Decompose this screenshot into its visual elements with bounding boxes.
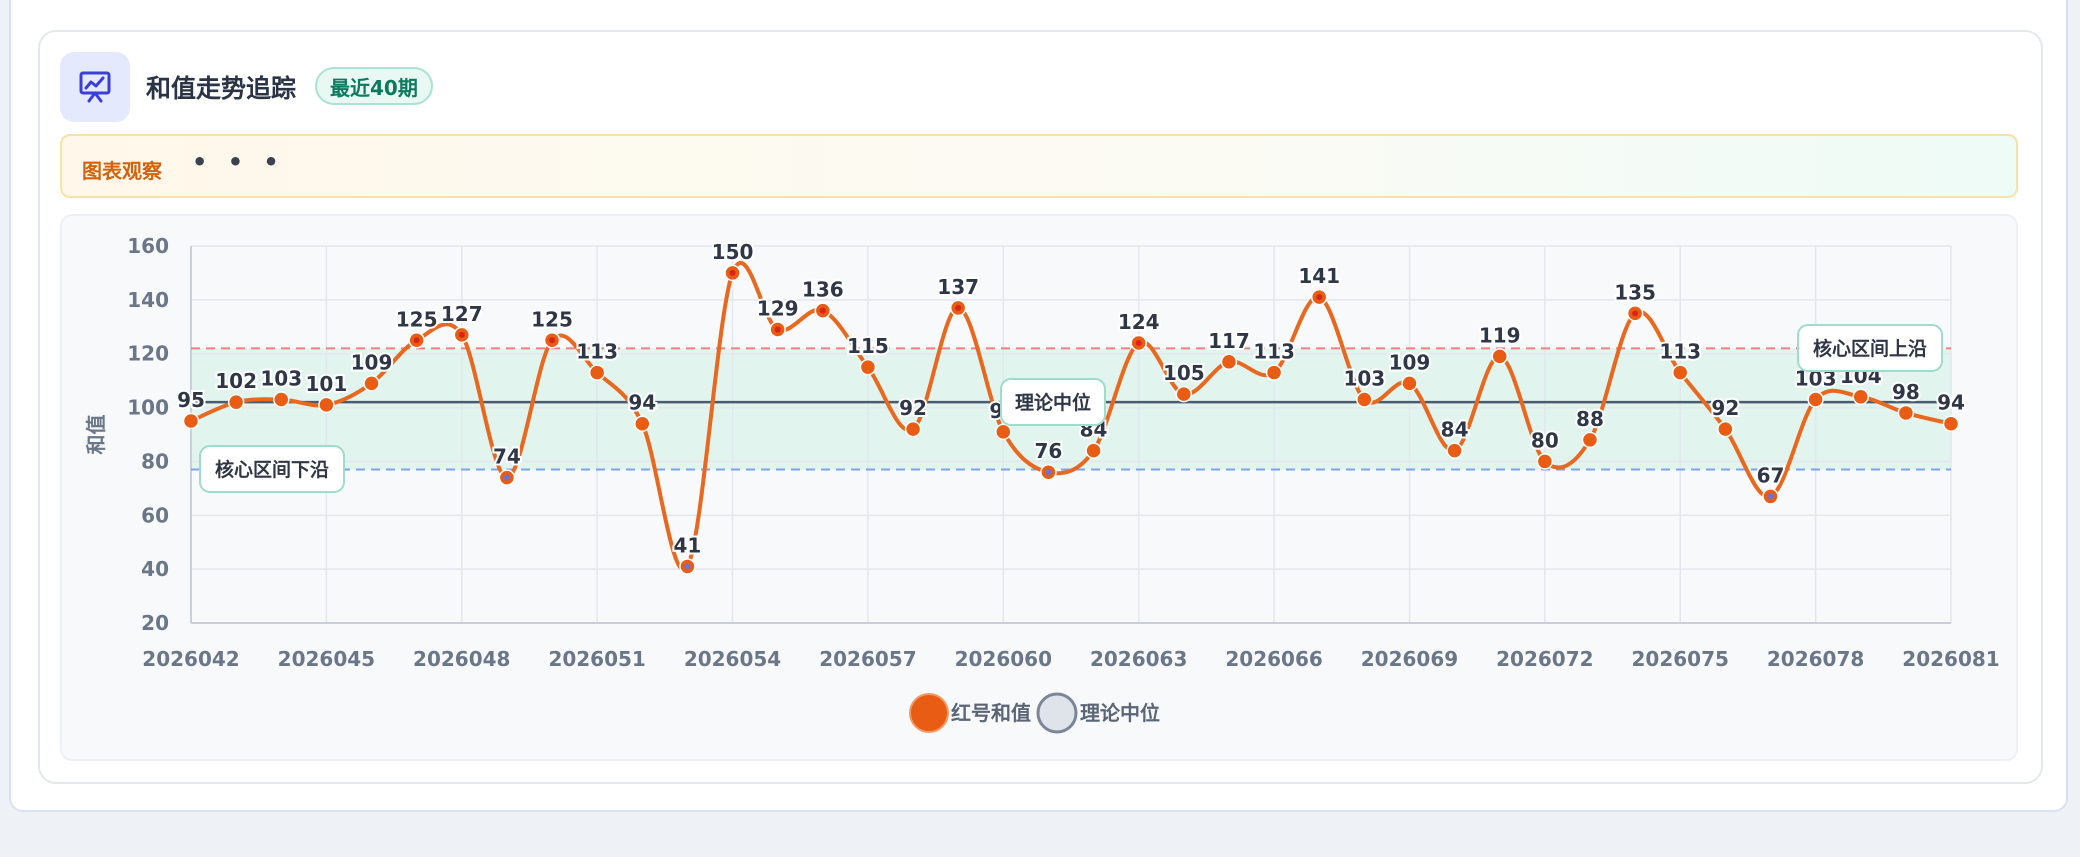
chart-title: 和值走势追踪 [146,74,297,103]
plot-panel [60,214,2018,761]
observation-bar[interactable]: 图表观察 • • • [60,134,2018,198]
observation-more-icon[interactable]: • • • [192,148,285,176]
observation-label: 图表观察 [82,159,162,183]
period-badge: 最近40期 [315,67,433,105]
presentation-chart-icon [60,52,130,122]
